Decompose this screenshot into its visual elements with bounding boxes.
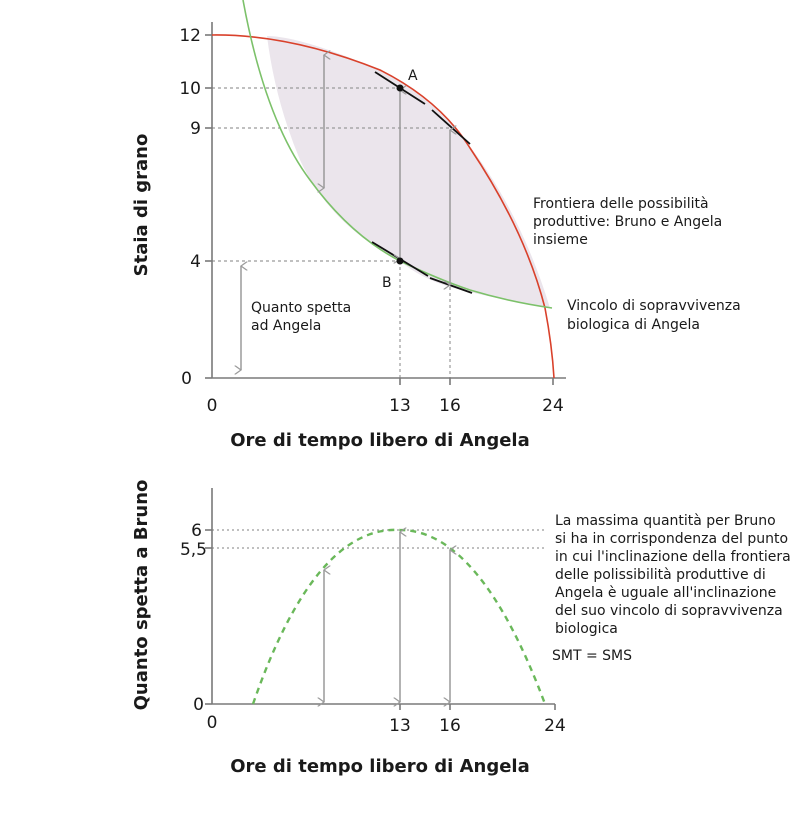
frontier-label: Frontiera delle possibilità produttive: … xyxy=(533,196,722,248)
svg-text:biologica: biologica xyxy=(555,621,618,637)
svg-text:Angela è uguale all'inclinazio: Angela è uguale all'inclinazione xyxy=(555,585,776,601)
survival-constraint-curve xyxy=(242,0,553,309)
bottom-chart: 6 5,5 0 0 13 16 24 Ore di tempo libero d… xyxy=(131,480,791,777)
bottom-y-axis-title: Quanto spetta a Bruno xyxy=(131,480,152,711)
top-y-tick-labels: 12 10 9 4 0 xyxy=(179,26,201,389)
svg-text:16: 16 xyxy=(439,396,461,416)
svg-text:24: 24 xyxy=(542,396,564,416)
svg-text:Frontiera delle possibilità: Frontiera delle possibilità xyxy=(533,196,709,212)
bruno-share-curve xyxy=(251,528,547,705)
svg-text:6: 6 xyxy=(191,521,202,541)
top-y-axis-title: Staia di grano xyxy=(131,134,152,277)
svg-text:in cui l'inclinazione della fr: in cui l'inclinazione della frontiera xyxy=(555,549,791,565)
svg-text:0: 0 xyxy=(193,695,204,715)
svg-text:13: 13 xyxy=(389,396,411,416)
bottom-axes xyxy=(205,488,556,710)
top-x-tick-labels: 0 13 16 24 xyxy=(207,396,564,416)
svg-text:ad Angela: ad Angela xyxy=(251,318,321,334)
bottom-guide-lines xyxy=(212,529,545,549)
svg-text:si ha in corrispondenza del pu: si ha in corrispondenza del punto xyxy=(555,531,788,547)
production-frontier-curve xyxy=(211,34,555,379)
smt-sms-equation: SMT = SMS xyxy=(552,648,632,664)
top-x-axis-title: Ore di tempo libero di Angela xyxy=(230,430,529,451)
svg-text:del suo vincolo di sopravviven: del suo vincolo di sopravvivenza xyxy=(555,603,783,619)
svg-text:24: 24 xyxy=(544,716,566,736)
guide-lines xyxy=(212,87,451,378)
svg-text:4: 4 xyxy=(190,252,201,272)
svg-text:produttive: Bruno e Angela: produttive: Bruno e Angela xyxy=(533,214,722,230)
svg-text:0: 0 xyxy=(207,713,218,733)
svg-text:0: 0 xyxy=(207,396,218,416)
point-b xyxy=(396,257,404,265)
svg-text:Vincolo di sopravvivenza: Vincolo di sopravvivenza xyxy=(567,298,741,314)
svg-text:5,5: 5,5 xyxy=(180,540,207,560)
explanation-text: La massima quantità per Bruno si ha in c… xyxy=(552,513,791,664)
survival-label: Vincolo di sopravvivenza biologica di An… xyxy=(567,298,741,333)
bottom-y-tick-labels: 6 5,5 0 xyxy=(180,521,207,715)
svg-text:La massima quantità per Bruno: La massima quantità per Bruno xyxy=(555,513,776,529)
angela-share-label: Quanto spetta ad Angela xyxy=(251,300,351,334)
svg-text:0: 0 xyxy=(181,369,192,389)
top-chart: A B 12 10 9 4 0 0 13 16 24 Ore di tempo … xyxy=(131,0,741,451)
svg-text:delle polissibilità produttive: delle polissibilità produttive di xyxy=(555,567,766,583)
svg-text:biologica di Angela: biologica di Angela xyxy=(567,317,700,333)
feasible-region-shade xyxy=(267,36,550,308)
top-axes xyxy=(205,22,566,385)
bottom-vertical-arrows xyxy=(324,532,450,702)
svg-text:13: 13 xyxy=(389,716,411,736)
svg-text:10: 10 xyxy=(179,79,201,99)
svg-text:Quanto spetta: Quanto spetta xyxy=(251,300,351,316)
bottom-x-axis-title: Ore di tempo libero di Angela xyxy=(230,756,529,777)
point-b-label: B xyxy=(382,275,392,291)
point-a xyxy=(396,84,404,92)
point-a-label: A xyxy=(408,68,418,84)
svg-text:12: 12 xyxy=(179,26,201,46)
svg-text:9: 9 xyxy=(190,119,201,139)
bottom-x-tick-labels: 0 13 16 24 xyxy=(207,713,566,736)
svg-text:16: 16 xyxy=(439,716,461,736)
vertical-arrows xyxy=(241,55,450,370)
svg-text:insieme: insieme xyxy=(533,232,588,248)
